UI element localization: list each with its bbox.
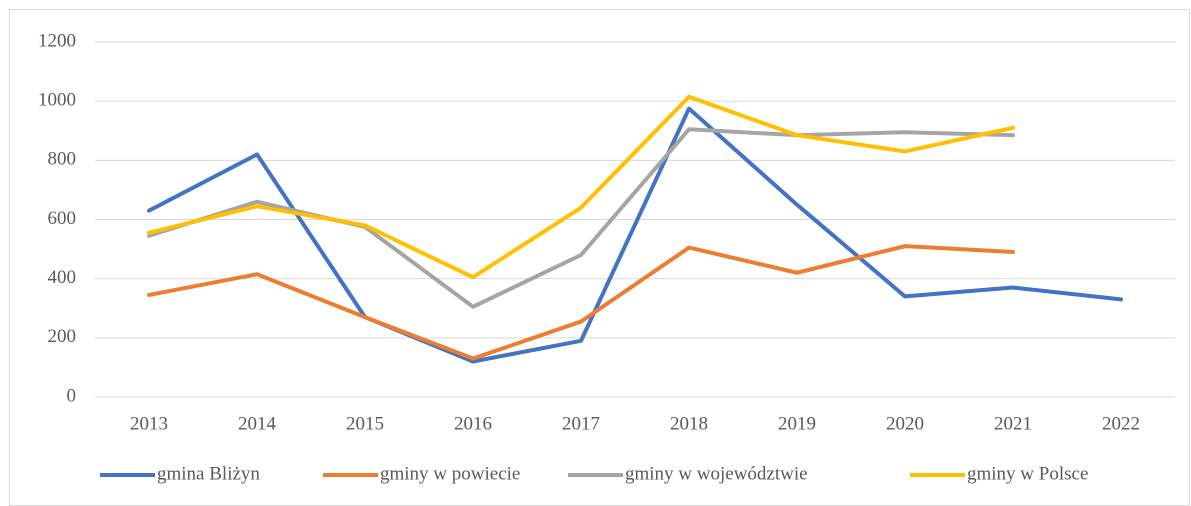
x-tick-label: 2017 (562, 413, 600, 434)
chart-border (9, 9, 1190, 506)
y-tick-label: 1200 (38, 30, 76, 51)
y-tick-label: 1000 (38, 90, 76, 111)
legend-label: gminy w Polsce (967, 463, 1088, 484)
y-tick-label: 400 (48, 267, 77, 288)
x-tick-label: 2019 (778, 413, 816, 434)
y-tick-label: 600 (48, 208, 77, 229)
series-line (147, 244, 1015, 361)
y-tick-label: 0 (67, 385, 77, 406)
series-line (147, 94, 1015, 280)
series-line (147, 106, 1123, 364)
y-tick-label: 200 (48, 326, 77, 347)
y-tick-label: 800 (48, 149, 77, 170)
legend-label: gmina Bliżyn (157, 463, 260, 484)
x-tick-label: 2015 (346, 413, 384, 434)
legend-label: gminy w powiecie (380, 463, 520, 484)
x-tick-label: 2021 (994, 413, 1032, 434)
legend-label: gminy w województwie (625, 463, 808, 484)
x-tick-label: 2016 (454, 413, 492, 434)
x-tick-label: 2018 (670, 413, 708, 434)
x-tick-label: 2022 (1102, 413, 1140, 434)
x-tick-label: 2020 (886, 413, 924, 434)
x-tick-label: 2013 (130, 413, 168, 434)
x-tick-label: 2014 (238, 413, 277, 434)
series-line (147, 127, 1015, 309)
